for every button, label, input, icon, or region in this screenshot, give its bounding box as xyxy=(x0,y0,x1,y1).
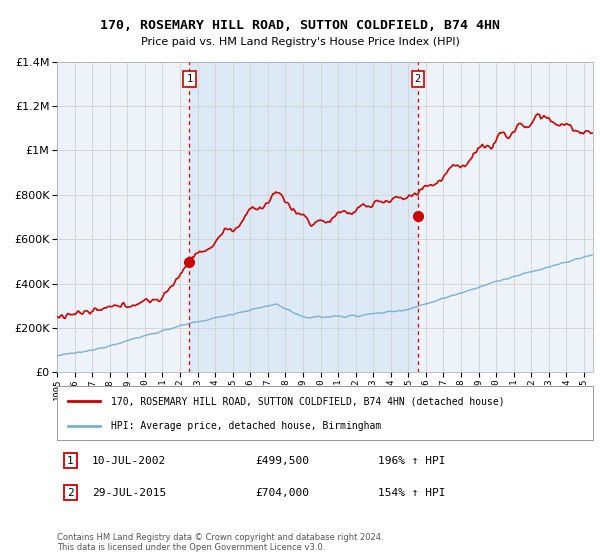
Text: £704,000: £704,000 xyxy=(255,488,309,498)
Text: This data is licensed under the Open Government Licence v3.0.: This data is licensed under the Open Gov… xyxy=(57,543,325,552)
Text: 10-JUL-2002: 10-JUL-2002 xyxy=(92,455,166,465)
Text: 196% ↑ HPI: 196% ↑ HPI xyxy=(379,455,446,465)
Bar xyxy=(190,62,418,372)
Text: 2: 2 xyxy=(415,74,421,85)
Text: £499,500: £499,500 xyxy=(255,455,309,465)
Text: 2: 2 xyxy=(67,488,74,498)
Text: 170, ROSEMARY HILL ROAD, SUTTON COLDFIELD, B74 4HN (detached house): 170, ROSEMARY HILL ROAD, SUTTON COLDFIEL… xyxy=(110,396,504,407)
Text: Contains HM Land Registry data © Crown copyright and database right 2024.: Contains HM Land Registry data © Crown c… xyxy=(57,533,383,542)
Text: HPI: Average price, detached house, Birmingham: HPI: Average price, detached house, Birm… xyxy=(110,421,381,431)
Text: 1: 1 xyxy=(67,455,74,465)
Text: Price paid vs. HM Land Registry's House Price Index (HPI): Price paid vs. HM Land Registry's House … xyxy=(140,37,460,47)
Text: 170, ROSEMARY HILL ROAD, SUTTON COLDFIELD, B74 4HN: 170, ROSEMARY HILL ROAD, SUTTON COLDFIEL… xyxy=(100,18,500,32)
Text: 1: 1 xyxy=(187,74,193,85)
Text: 29-JUL-2015: 29-JUL-2015 xyxy=(92,488,166,498)
Text: 154% ↑ HPI: 154% ↑ HPI xyxy=(379,488,446,498)
